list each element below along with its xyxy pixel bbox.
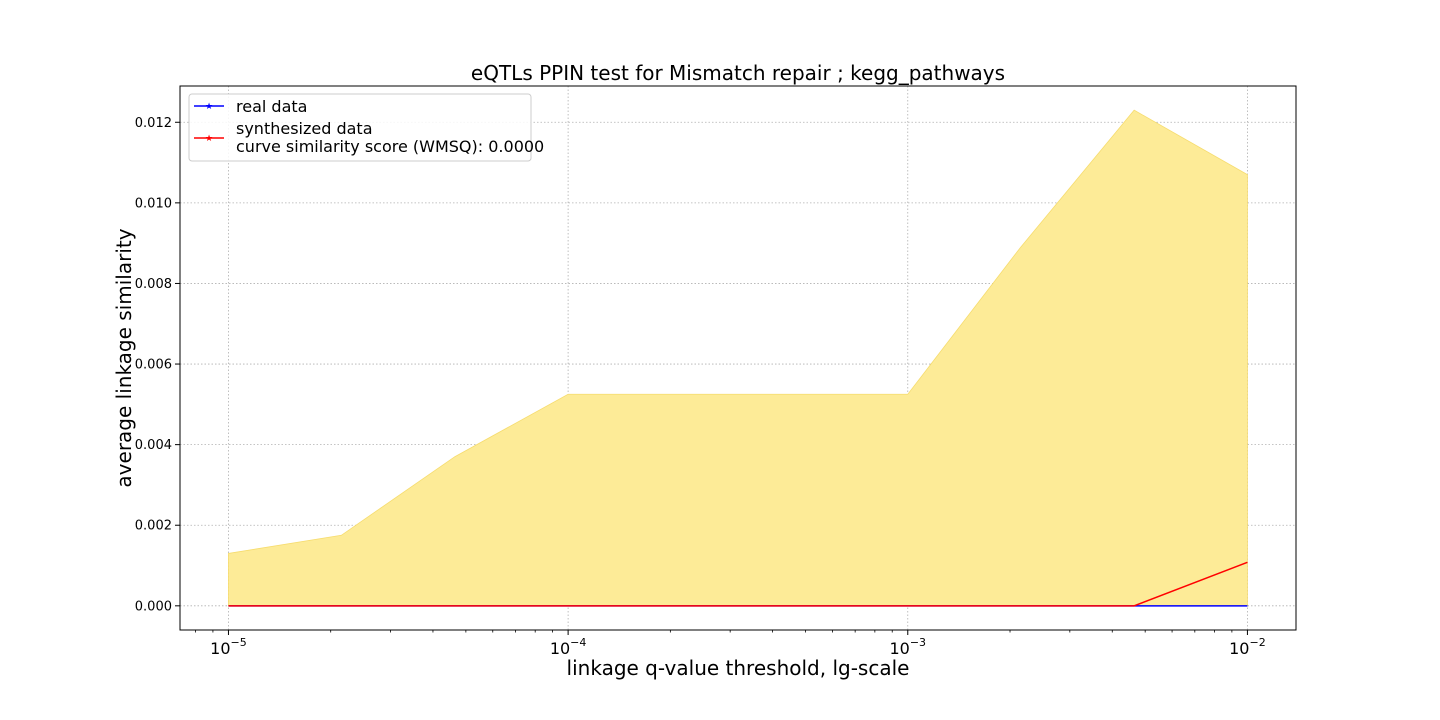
x-tick-label: 10−5 [210,636,247,658]
x-tick-label: 10−4 [550,636,587,658]
x-tick-label: 10−3 [889,636,926,658]
y-tick-label: 0.000 [135,599,172,614]
legend-label-1: real data [236,97,307,116]
chart-title: eQTLs PPIN test for Mismatch repair ; ke… [471,61,1005,85]
x-axis-label: linkage q-value threshold, lg-scale [567,656,910,680]
legend-marker-2: ★ [205,134,213,144]
plot-frame [179,85,1297,631]
legend: ★ real data ★ synthesized data curve similar… [188,93,544,162]
series-line-2 [228,561,1248,607]
y-tick-label: 0.012 [135,116,172,131]
y-tick-label: 0.006 [135,358,172,373]
y-tick-label: 0.002 [135,519,172,534]
confidence-band [228,109,1248,607]
y-tick-label: 0.004 [135,438,172,453]
y-tick-label: 0.010 [135,196,172,211]
legend-label-2: synthesized data curve similarity score (… [236,119,544,156]
x-tick-label: 10−2 [1229,636,1266,658]
series-lines [228,561,1248,607]
y-axis-label: average linkage similarity [112,228,136,487]
y-tick-label: 0.008 [135,277,172,292]
plot-area [179,85,1297,631]
legend-marker-1: ★ [205,102,213,112]
y-axis: 0.000 0.002 0.004 0.006 0.008 0.010 0.012 [135,116,180,614]
x-axis: 10−5 10−4 10−3 10−2 [195,630,1266,658]
legend-box [188,93,532,162]
